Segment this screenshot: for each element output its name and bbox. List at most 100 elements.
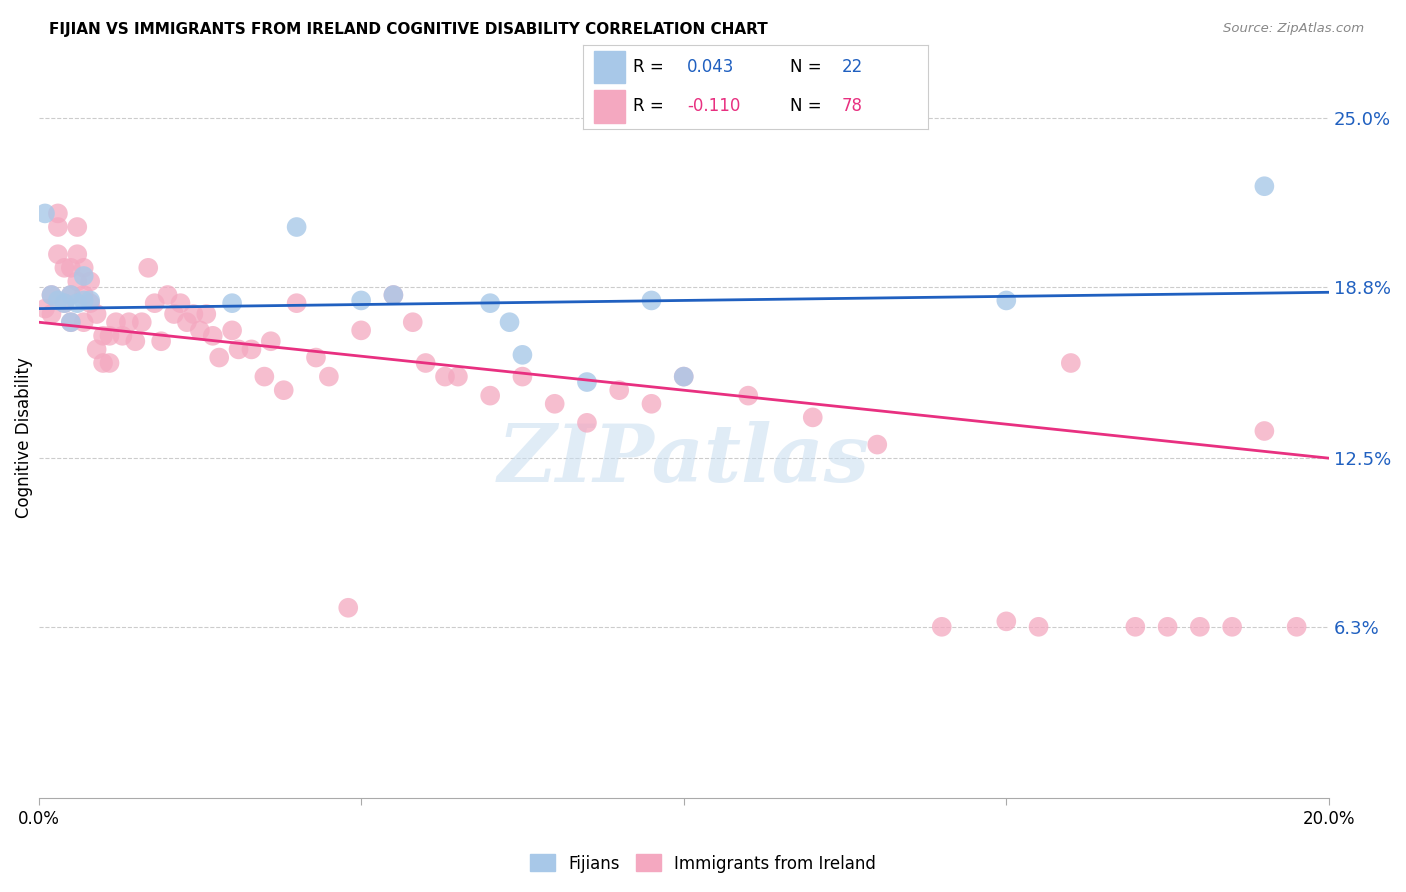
Point (512, 369, 534, 384)
Point (201, 328, 224, 343)
Point (273, 383, 295, 397)
Point (640, 293, 662, 308)
Point (305, 351, 328, 365)
Point (1123, 620, 1146, 634)
Point (672, 369, 695, 384)
Point (575, 375, 598, 389)
Point (66, 296, 89, 310)
Point (59, 315, 82, 329)
Point (1028, 620, 1050, 634)
Point (136, 260, 159, 275)
Point (801, 410, 824, 425)
Legend: Fijians, Immigrants from Ireland: Fijians, Immigrants from Ireland (523, 847, 883, 880)
Point (66, 274, 89, 288)
Point (169, 296, 191, 310)
Point (337, 600, 360, 615)
Point (1253, 424, 1275, 438)
Point (34, 206, 56, 220)
Point (931, 620, 953, 634)
Text: -0.110: -0.110 (688, 97, 740, 115)
Point (53, 296, 76, 310)
Point (53, 296, 76, 310)
Point (73, 288, 96, 302)
Point (607, 383, 630, 397)
Point (46, 220, 69, 235)
Point (46, 293, 69, 308)
Point (98, 356, 121, 370)
Point (995, 293, 1018, 308)
Point (46, 247, 69, 261)
Point (73, 293, 96, 308)
Point (1188, 620, 1211, 634)
Bar (593, 90, 624, 122)
Text: FIJIAN VS IMMIGRANTS FROM IRELAND COGNITIVE DISABILITY CORRELATION CHART: FIJIAN VS IMMIGRANTS FROM IRELAND COGNIT… (49, 22, 768, 37)
Point (479, 389, 502, 403)
Point (34, 301, 56, 316)
Point (91, 356, 114, 370)
Text: R =: R = (634, 97, 669, 115)
Point (59, 288, 82, 302)
Point (253, 369, 276, 384)
Point (240, 343, 263, 357)
Point (124, 334, 146, 349)
Point (66, 220, 89, 235)
Point (53, 260, 76, 275)
Point (995, 615, 1018, 629)
Point (98, 328, 121, 343)
Point (221, 296, 243, 310)
Text: 22: 22 (842, 58, 863, 76)
Text: Source: ZipAtlas.com: Source: ZipAtlas.com (1223, 22, 1364, 36)
Point (260, 334, 283, 349)
Text: N =: N = (790, 97, 827, 115)
Point (118, 315, 141, 329)
Point (41, 288, 63, 302)
Point (382, 288, 405, 302)
Point (195, 307, 218, 321)
Point (285, 220, 308, 235)
Point (544, 397, 567, 411)
Point (86, 307, 108, 321)
Point (79, 296, 101, 310)
Point (41, 288, 63, 302)
Point (350, 293, 373, 308)
Point (59, 260, 82, 275)
Point (285, 296, 308, 310)
Point (59, 315, 82, 329)
Point (73, 315, 96, 329)
Point (228, 343, 250, 357)
Point (73, 260, 96, 275)
Point (1060, 356, 1083, 370)
Text: R =: R = (634, 58, 669, 76)
Text: 78: 78 (842, 97, 863, 115)
Point (382, 288, 405, 302)
Point (176, 315, 198, 329)
Point (91, 328, 114, 343)
Point (66, 247, 89, 261)
Point (402, 315, 425, 329)
Point (1156, 620, 1178, 634)
Point (183, 307, 205, 321)
Point (104, 315, 127, 329)
Point (143, 296, 166, 310)
Point (46, 206, 69, 220)
Point (59, 288, 82, 302)
Point (131, 315, 153, 329)
Point (1253, 179, 1275, 194)
Point (512, 348, 534, 362)
Y-axis label: Cognitive Disability: Cognitive Disability (15, 358, 32, 518)
Text: 0.043: 0.043 (688, 58, 734, 76)
Bar (593, 51, 624, 83)
Point (1285, 620, 1308, 634)
Point (434, 369, 457, 384)
Point (479, 296, 502, 310)
Point (866, 437, 889, 451)
Point (1220, 620, 1243, 634)
Point (188, 323, 211, 337)
Point (640, 397, 662, 411)
Point (575, 416, 598, 430)
Text: ZIPatlas: ZIPatlas (498, 421, 870, 498)
Point (498, 315, 520, 329)
Point (318, 369, 340, 384)
Point (79, 274, 101, 288)
Text: N =: N = (790, 58, 827, 76)
